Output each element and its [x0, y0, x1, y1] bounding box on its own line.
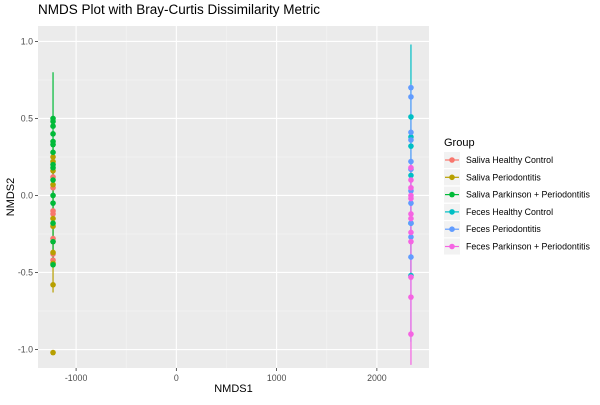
data-point	[50, 349, 56, 356]
legend-key-point	[449, 174, 455, 181]
x-tick-label: 2000	[367, 373, 387, 383]
data-point	[50, 123, 56, 129]
data-point	[408, 94, 414, 100]
series-points	[50, 84, 414, 356]
data-point	[50, 238, 56, 245]
grid-minor	[38, 26, 429, 368]
y-tick-label: -0.5	[18, 267, 33, 277]
data-point	[408, 211, 414, 217]
data-point	[50, 118, 56, 125]
data-point	[408, 220, 414, 226]
legend-key-point	[449, 157, 455, 163]
legend-title: Group	[444, 137, 475, 149]
data-point	[408, 114, 414, 120]
data-point	[50, 200, 56, 206]
legend-key-point	[449, 243, 455, 250]
x-axis-ticks: -1000 0 1000 2000	[65, 368, 387, 383]
legend-item-label: Feces Periodontitis	[466, 224, 541, 234]
data-point	[408, 177, 414, 183]
legend-item-label: Saliva Healthy Control	[466, 155, 553, 165]
data-point	[408, 158, 414, 165]
data-point	[50, 149, 56, 156]
data-point	[50, 131, 56, 137]
plot-panel	[38, 26, 429, 368]
y-axis-ticks: -1.0 -0.5 0.0 0.5 1.0	[18, 36, 38, 355]
data-point	[50, 249, 56, 256]
x-tick-label: 0	[174, 373, 179, 383]
data-point	[50, 181, 56, 188]
data-point	[408, 331, 414, 337]
data-point	[50, 141, 56, 148]
legend-item-label: Saliva Periodontitis	[466, 172, 541, 182]
data-point	[408, 274, 414, 280]
data-point	[408, 172, 414, 179]
data-point	[408, 84, 414, 91]
data-point	[50, 220, 56, 226]
data-point	[50, 211, 56, 217]
data-point	[408, 229, 414, 236]
x-axis-label: NMDS1	[214, 383, 253, 395]
data-point	[408, 184, 414, 191]
data-point	[50, 215, 56, 222]
data-point	[408, 294, 414, 300]
data-point	[50, 192, 56, 199]
data-point	[408, 164, 414, 171]
x-tick-label: -1000	[65, 373, 88, 383]
data-point	[408, 195, 414, 202]
y-tick-label: 0.5	[21, 113, 33, 123]
legend-key-point	[449, 209, 455, 215]
y-tick-label: 0.0	[21, 190, 33, 200]
data-point	[408, 143, 414, 149]
data-point	[408, 234, 414, 240]
grid-major	[38, 26, 429, 368]
y-axis-label: NMDS2	[5, 178, 17, 217]
y-tick-label: -1.0	[18, 345, 33, 355]
y-tick-label: 1.0	[21, 36, 33, 46]
data-point	[408, 254, 414, 260]
legend-item-label: Saliva Parkinson + Periodontitis	[466, 190, 591, 200]
data-point	[50, 261, 56, 268]
legend: Saliva Healthy Control Saliva Periodontit…	[444, 152, 591, 255]
data-point	[50, 164, 56, 171]
data-point	[408, 137, 414, 143]
data-point	[50, 177, 56, 183]
data-point	[50, 154, 56, 160]
x-tick-label: 1000	[267, 373, 287, 383]
data-point	[50, 282, 56, 288]
data-point	[408, 200, 414, 206]
legend-item-label: Feces Parkinson + Periodontitis	[466, 242, 591, 252]
legend-key-point	[449, 226, 455, 232]
data-point	[408, 215, 414, 222]
legend-key-point	[449, 191, 455, 198]
chart-title: NMDS Plot with Bray-Curtis Dissimilarity…	[38, 2, 320, 17]
legend-item-label: Feces Healthy Control	[466, 207, 553, 217]
data-point	[408, 238, 414, 245]
data-point	[408, 129, 414, 136]
